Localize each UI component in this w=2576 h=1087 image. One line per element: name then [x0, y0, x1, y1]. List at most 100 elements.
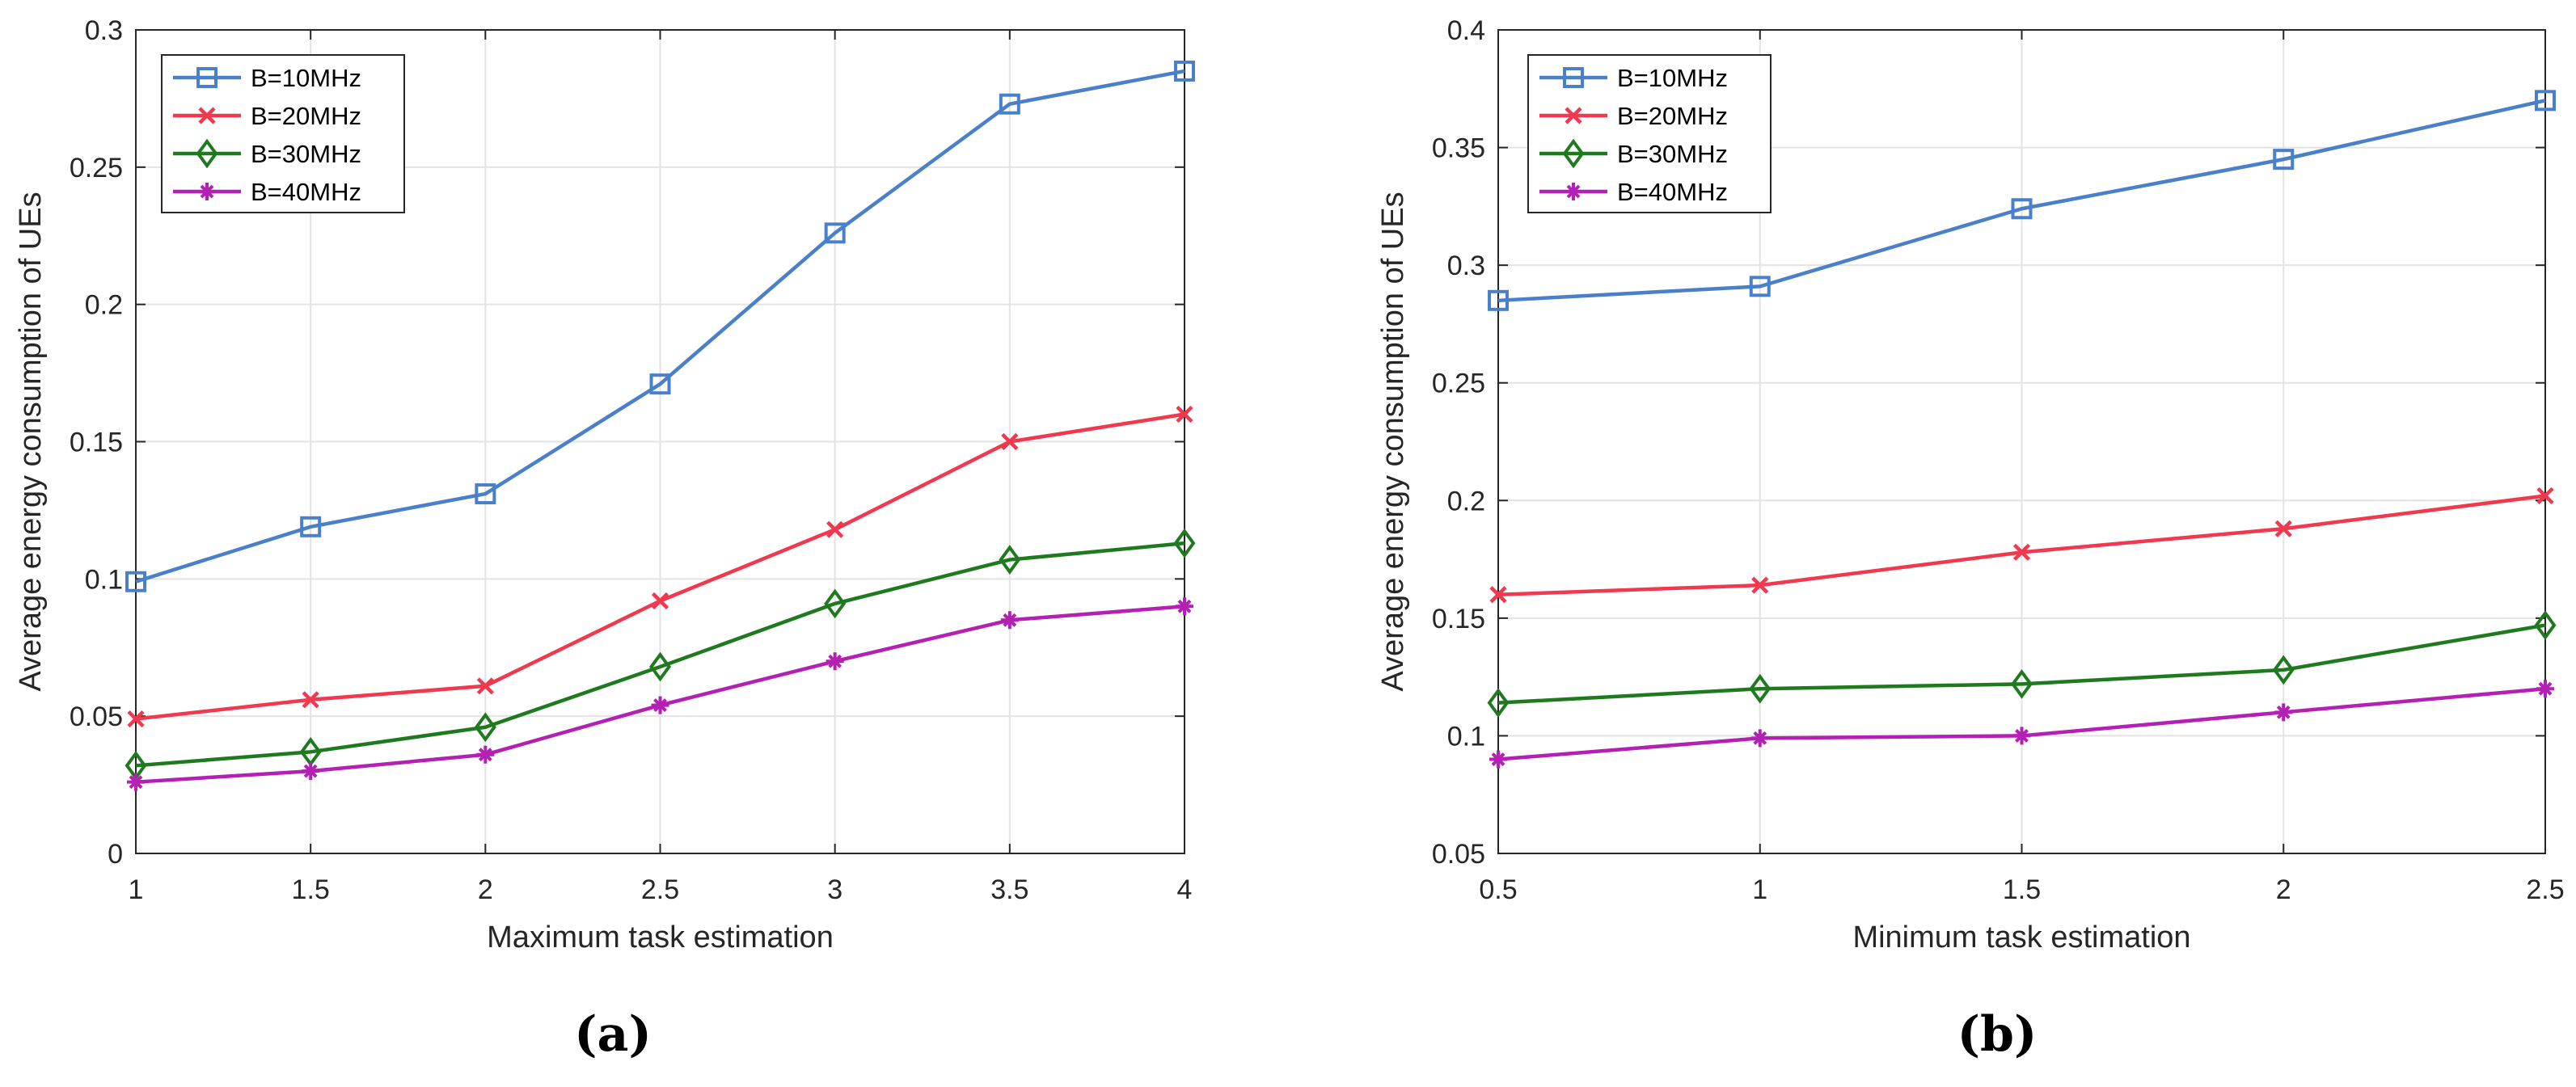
series-b-10mhz: [125, 60, 1195, 592]
x-tick-label: 2: [478, 874, 493, 905]
data-point: [125, 571, 146, 592]
legend-entry: B=30MHz: [1539, 138, 1728, 169]
data-point: [127, 710, 145, 728]
panel-label: (b): [1957, 1006, 2038, 1063]
data-point: [999, 93, 1020, 115]
data-point: [1750, 729, 1769, 748]
data-point: [826, 652, 844, 671]
y-axis-title: Average energy consumption of UEs: [14, 192, 48, 691]
data-point: [2536, 487, 2554, 505]
legend-entry: B=20MHz: [1539, 102, 1728, 130]
legend: B=10MHz B=20MHz B=30MHz B=40MHz: [161, 54, 405, 213]
y-axis-title: Average energy consumption of UEs: [1376, 192, 1410, 691]
y-tick-label: 0.15: [70, 428, 123, 458]
series-b-40mhz: [127, 597, 1193, 791]
data-point: [651, 592, 669, 610]
data-point: [300, 516, 322, 537]
x-tick-label: 1.5: [292, 874, 330, 905]
legend-marker: [1562, 138, 1585, 169]
data-point: [476, 677, 494, 695]
data-point: [824, 588, 847, 619]
data-point: [1176, 597, 1193, 616]
y-tick-label: 0.1: [85, 564, 123, 595]
data-point: [475, 483, 496, 505]
legend: B=10MHz B=20MHz B=30MHz B=40MHz: [1527, 54, 1772, 213]
y-tick-label: 0.3: [85, 15, 123, 46]
data-point: [1489, 750, 1507, 769]
data-point: [2011, 668, 2033, 699]
legend-marker: [1563, 67, 1584, 88]
series-line: [135, 69, 1185, 584]
legend-entry: B=40MHz: [173, 178, 361, 206]
legend-entry: B=10MHz: [173, 64, 361, 92]
data-point: [1488, 289, 1509, 311]
data-point: [1749, 276, 1771, 297]
data-point: [2274, 703, 2293, 722]
x-tick-label: 4: [1177, 874, 1193, 905]
legend-marker: [1565, 107, 1582, 124]
data-point: [1176, 405, 1193, 423]
data-point: [1489, 586, 1507, 604]
y-tick-label: 0: [108, 839, 123, 870]
x-axis-title: Maximum task estimation: [487, 921, 834, 954]
data-point: [2012, 727, 2031, 745]
legend-marker: [198, 183, 216, 200]
x-tick-label: 3: [827, 874, 842, 905]
legend-label: B=10MHz: [251, 64, 361, 92]
x-tick-label: 2.5: [641, 874, 679, 905]
series-line: [135, 541, 1185, 768]
data-point: [1751, 576, 1769, 594]
x-tick-label: 2.5: [2526, 874, 2564, 905]
series-line: [1497, 623, 2546, 705]
legend-label: B=20MHz: [251, 102, 361, 130]
series-b-30mhz: [1487, 610, 2557, 718]
data-point: [2534, 610, 2557, 640]
y-tick-label: 0.1: [1447, 721, 1485, 752]
y-tick-label: 0.05: [1432, 839, 1485, 870]
data-point: [2535, 90, 2556, 112]
y-tick-label: 0.05: [70, 701, 123, 732]
legend-entry: B=30MHz: [173, 138, 361, 169]
series-b-40mhz: [1489, 680, 2554, 769]
series-b-10mhz: [1488, 90, 2556, 311]
data-point: [1174, 60, 1195, 82]
x-tick-label: 1: [1752, 874, 1767, 905]
y-tick-label: 0.2: [85, 290, 123, 321]
x-tick-label: 1: [129, 874, 144, 905]
data-point: [824, 222, 846, 244]
y-tick-label: 0.25: [1432, 369, 1485, 399]
data-point: [2272, 655, 2295, 685]
chart-panel-b: 0.5 1 1.5 2 2.5 0.05 0.1 0.15 0.2 0.25 0.3 0.35 0.4 M…: [1376, 15, 2565, 1063]
chart-panel-a: 1 1.5 2 2.5 3 3.5 4 0 0.05 0.1 0.15 0.2 0.25 0.3 Maxim…: [14, 15, 1196, 1063]
data-point: [651, 696, 669, 714]
data-point: [2273, 149, 2295, 171]
data-point: [649, 651, 671, 682]
y-tick-label: 0.25: [70, 153, 123, 183]
y-tick-label: 0.35: [1432, 133, 1485, 164]
x-tick-label: 2: [2276, 874, 2291, 905]
series-b-20mhz: [127, 405, 1193, 728]
x-tick-label: 0.5: [1479, 874, 1517, 905]
data-point: [2536, 680, 2554, 698]
legend-label: B=20MHz: [1617, 102, 1728, 130]
legend-label: B=30MHz: [251, 140, 361, 168]
legend-entry: B=10MHz: [1539, 64, 1728, 92]
legend-entry: B=20MHz: [173, 102, 361, 130]
legend-label: B=40MHz: [251, 178, 361, 206]
data-point: [127, 773, 145, 791]
legend-marker: [196, 67, 217, 88]
data-point: [649, 373, 671, 395]
data-point: [302, 691, 319, 709]
data-point: [1000, 611, 1019, 630]
panel-label: (a): [574, 1006, 652, 1063]
legend-marker: [198, 107, 216, 124]
data-point: [476, 745, 495, 764]
data-point: [826, 520, 844, 538]
y-tick-label: 0.2: [1447, 486, 1485, 516]
legend-label: B=10MHz: [1617, 64, 1728, 92]
legend-marker: [196, 138, 218, 169]
x-tick-label: 3.5: [990, 874, 1028, 905]
x-axis-title: Minimum task estimation: [1852, 921, 2190, 954]
data-point: [302, 762, 320, 781]
